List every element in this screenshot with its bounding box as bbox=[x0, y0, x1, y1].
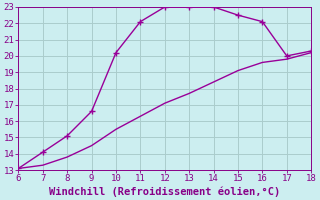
X-axis label: Windchill (Refroidissement éolien,°C): Windchill (Refroidissement éolien,°C) bbox=[49, 186, 280, 197]
